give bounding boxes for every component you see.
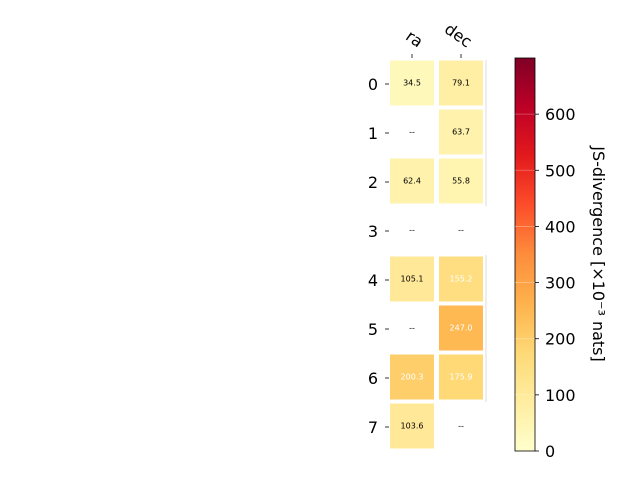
colorbar-tick-label: 300 — [545, 274, 576, 293]
heatmap-cell — [439, 305, 483, 351]
row-tick-label: 1 — [368, 124, 378, 143]
heatmap-cell-label: -- — [409, 128, 415, 137]
heatmap-cell — [390, 256, 434, 302]
column-tick-labels: ra dec — [402, 19, 476, 58]
heatmap-cell — [390, 158, 434, 204]
heatmap-cells — [390, 60, 487, 449]
heatmap-cell-label: 62.4 — [403, 177, 421, 186]
heatmap-cell-label: -- — [409, 226, 415, 235]
colorbar-gradient — [514, 57, 536, 452]
row-tick-label: 6 — [368, 369, 378, 388]
heatmap-cell-label: 175.9 — [450, 373, 473, 382]
row-tick-label: 4 — [368, 271, 378, 290]
colorbar-label: JS-divergence [×10⁻³ nats] — [589, 145, 608, 361]
heatmap-cell-label: 34.5 — [403, 79, 421, 88]
heatmap-cell-label: 103.6 — [401, 422, 424, 431]
colorbar-tick-labels: 0 100 200 300 400 500 600 — [535, 105, 576, 461]
column-tick-label: ra — [402, 26, 426, 51]
heatmap-cell — [390, 354, 434, 400]
colorbar-tick-label: 600 — [545, 105, 576, 124]
colorbar: 0 100 200 300 400 500 600 JS-divergence [×10⁻³… — [514, 57, 608, 461]
heatmap-cell-label: 247.0 — [450, 324, 473, 333]
heatmap-cell — [439, 158, 483, 204]
colorbar-tick-label: 0 — [545, 442, 555, 461]
colorbar-tick-label: 400 — [545, 217, 576, 236]
heatmap-cell — [439, 60, 483, 106]
row-tick-label: 7 — [368, 418, 378, 437]
heatmap-cell-label: 63.7 — [452, 128, 470, 137]
row-tick-label: 3 — [368, 222, 378, 241]
heatmap-cell-label: 155.2 — [450, 275, 473, 284]
heatmap-cell-label: -- — [458, 422, 464, 431]
heatmap-cell-label: -- — [458, 226, 464, 235]
heatmap-cell — [390, 403, 434, 449]
colorbar-tick-label: 500 — [545, 161, 576, 180]
heatmap-cell-label: 79.1 — [452, 79, 470, 88]
heatmap-cell — [390, 60, 434, 106]
row-tick-label: 5 — [368, 320, 378, 339]
heatmap-cell — [439, 256, 483, 302]
heatmap-cell-label: 105.1 — [401, 275, 424, 284]
colorbar-tick-lines — [515, 113, 535, 396]
row-tick-label: 0 — [368, 75, 378, 94]
colorbar-tick-label: 200 — [545, 330, 576, 349]
column-tick-label: dec — [441, 19, 475, 51]
heatmap-cell-label: 55.8 — [452, 177, 470, 186]
colorbar-tick-label: 100 — [545, 386, 576, 405]
heatmap-cell-label: -- — [409, 324, 415, 333]
row-tick-labels: 0 1 2 3 4 5 6 7 — [368, 75, 389, 437]
row-tick-label: 2 — [368, 173, 378, 192]
heatmap-cell-label: 200.3 — [401, 373, 424, 382]
heatmap-cell-labels: 34.5 79.1 -- 63.7 62.4 55.8 -- -- 105.1 155.2 -- 24… — [401, 79, 473, 431]
heatmap-cell — [439, 109, 483, 155]
heatmap-cell — [439, 354, 483, 400]
